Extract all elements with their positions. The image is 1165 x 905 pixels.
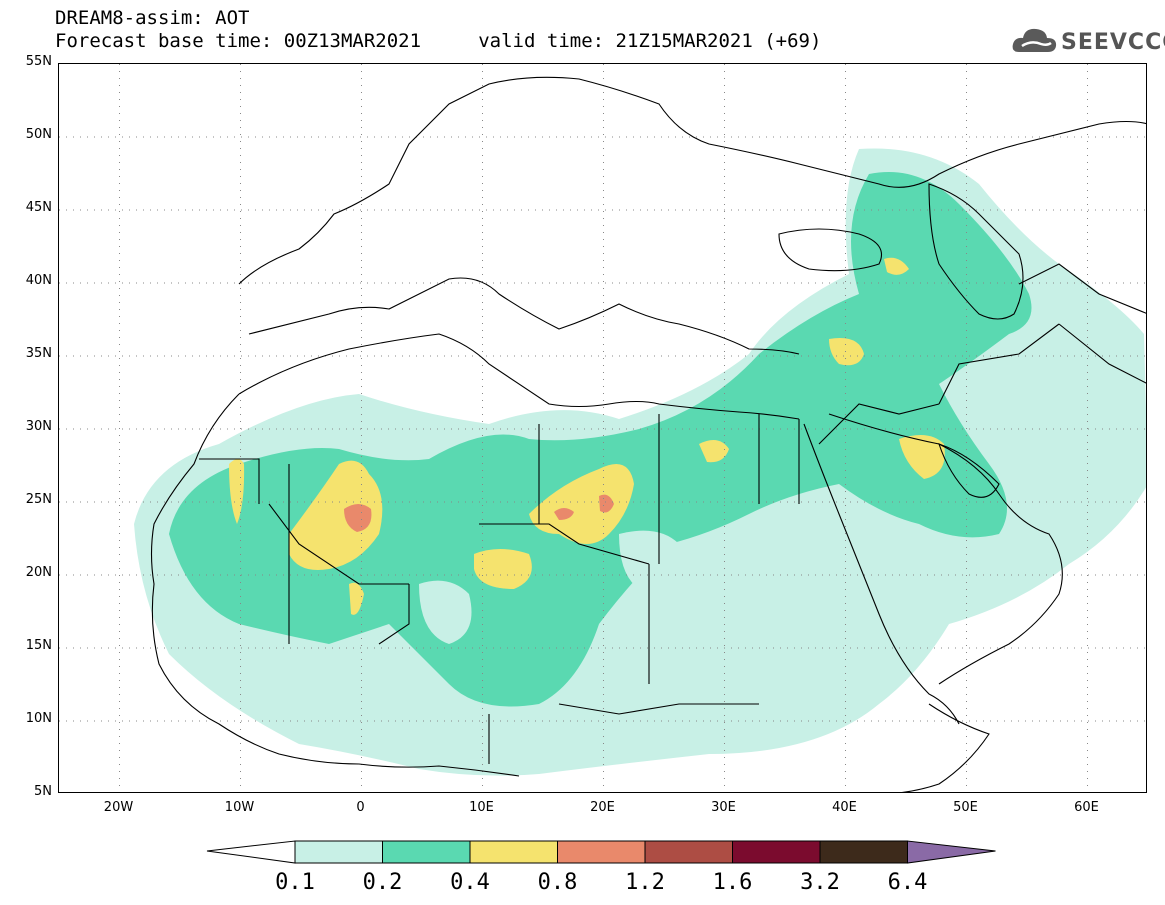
aot-field-light-inner [419, 580, 472, 644]
aot-field-green [169, 172, 1032, 707]
legend-label: 6.4 [887, 870, 928, 895]
red-sea [803, 423, 960, 725]
lon-tick-label: 10E [469, 800, 494, 815]
legend-label: 3.2 [800, 870, 840, 895]
med-north-coast [248, 277, 800, 355]
lon-tick-label: 20W [103, 800, 134, 815]
aot-field-yellow [349, 582, 364, 615]
aot-field-orange [554, 508, 574, 520]
aot-field-orange [344, 504, 372, 532]
aot-map [58, 63, 1147, 793]
aot-field-orange [599, 494, 614, 513]
logo-text: SEEVCCC [1061, 30, 1165, 55]
legend-label: 0.2 [362, 870, 403, 895]
legend-swatch [294, 840, 383, 864]
africa-west-coast [150, 393, 520, 777]
lon-tick-label: 60E [1074, 800, 1099, 815]
cloud-icon [1012, 28, 1057, 52]
aot-field-yellow [884, 257, 909, 275]
lon-tick-label: 10W [224, 800, 255, 815]
color-legend [206, 840, 996, 864]
legend-swatch [469, 840, 558, 864]
lat-tick-label: 10N [25, 711, 52, 726]
lon-tick-label: 20E [590, 800, 615, 815]
forecast-times: Forecast base time: 00Z13MAR2021 valid t… [55, 30, 822, 52]
aot-field-yellow [529, 464, 634, 544]
legend-swatch [382, 840, 471, 864]
aot-field-yellow [289, 460, 383, 570]
horn-africa [901, 703, 990, 792]
lat-tick-label: 35N [25, 346, 52, 361]
lat-tick-label: 15N [25, 638, 52, 653]
legend-swatch [732, 840, 821, 864]
africa-north-coast [238, 333, 800, 420]
lat-tick-label: 20N [25, 565, 52, 580]
lat-tick-label: 5N [34, 784, 52, 799]
black-sea [778, 228, 883, 272]
lat-tick-label: 50N [25, 127, 52, 142]
aot-field-yellow [229, 459, 245, 524]
lon-tick-label: 0 [356, 800, 365, 815]
country-borders [199, 263, 1146, 764]
europe-coastline [238, 76, 1146, 285]
legend-label: 1.2 [625, 870, 665, 895]
aot-field-yellow [829, 338, 864, 366]
legend-swatch [557, 840, 646, 864]
aot-field-yellow [474, 549, 532, 589]
lon-tick-label: 30E [711, 800, 736, 815]
legend-label: 0.4 [450, 870, 490, 895]
legend-label: 0.8 [537, 870, 578, 895]
legend-swatch [907, 840, 996, 864]
aot-field-yellow [699, 440, 729, 463]
lon-tick-label: 50E [953, 800, 978, 815]
lon-tick-label: 40E [832, 800, 857, 815]
map-canvas [59, 64, 1146, 792]
lat-tick-label: 55N [25, 54, 52, 69]
seevccc-logo: SEEVCCC [1011, 22, 1165, 62]
legend-swatch [819, 840, 908, 864]
map-title: DREAM8-assim: AOT [55, 7, 250, 29]
caspian [928, 183, 1024, 320]
legend-swatch [644, 840, 733, 864]
legend-label: 1.6 [712, 870, 753, 895]
lat-tick-label: 25N [25, 492, 52, 507]
aot-field-yellow [899, 435, 945, 479]
lat-tick-label: 40N [25, 273, 52, 288]
lat-tick-label: 45N [25, 200, 52, 215]
lat-tick-label: 30N [25, 419, 52, 434]
legend-label: 0.1 [275, 870, 315, 895]
persian-gulf [938, 443, 1000, 498]
aot-field-light-inner [619, 530, 679, 594]
legend-swatch [206, 840, 296, 864]
arabia-coast [828, 413, 1063, 685]
